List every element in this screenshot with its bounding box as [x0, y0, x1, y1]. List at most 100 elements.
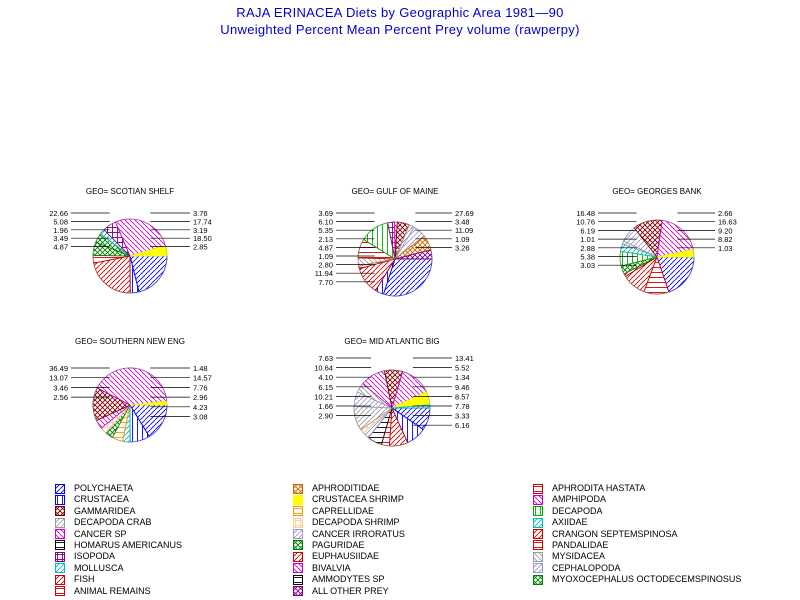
legend-label: EUPHAUSIIDAE: [312, 551, 380, 562]
legend-label: ISOPODA: [74, 551, 116, 562]
slice-label: 6.15: [318, 383, 333, 392]
legend-label: HOMARUS AMERICANUS: [74, 539, 183, 550]
legend-swatch: [55, 586, 65, 597]
slice-label: 4.10: [318, 373, 333, 382]
legend-swatch: [533, 494, 543, 505]
slice-label: 5.35: [318, 226, 333, 235]
legend-swatch: [533, 540, 543, 551]
pie-title: GEO= MID ATLANTIC BIG: [344, 337, 439, 346]
legend-label: CAPRELLIDAE: [312, 505, 375, 516]
slice-label: 16.48: [576, 209, 595, 218]
slice-label: 1.03: [718, 244, 733, 253]
slice-label: 13.41: [455, 354, 474, 363]
slice-label: 1.48: [193, 364, 208, 373]
legend-swatch: [55, 551, 65, 562]
chart-title: RAJA ERINACEA Diets by Geographic Area 1…: [236, 5, 564, 20]
slice-label: 10.21: [314, 392, 333, 401]
legend-label: POLYCHAETA: [74, 483, 134, 493]
slice-label: 2.13: [318, 235, 333, 244]
slice-label: 3.03: [580, 261, 595, 270]
legend-label: PANDALIDAE: [552, 539, 609, 550]
legend-label: DECAPODA CRAB: [74, 517, 152, 528]
slice-label: 3.19: [193, 226, 208, 235]
slice-label: 17.74: [193, 217, 212, 226]
legend-label: AMPHIPODA: [552, 494, 607, 505]
legend-label: GAMMARIDEA: [74, 505, 136, 516]
slice-label: 7.78: [455, 402, 470, 411]
slice-label: 6.16: [455, 421, 470, 430]
pie-title: GEO= GULF OF MAINE: [352, 187, 439, 196]
slice-label: 5.08: [53, 217, 68, 226]
slice-label: 2.96: [193, 393, 208, 402]
slice-label: 3.49: [53, 234, 68, 243]
slice-label: 6.10: [318, 218, 333, 227]
slice-label: 36.49: [49, 364, 68, 373]
legend-swatch: [293, 551, 303, 562]
pie-title: GEO= SCOTIAN SHELF: [86, 187, 174, 196]
legend-swatch: [293, 494, 303, 505]
slice-label: 5.38: [580, 253, 595, 262]
legend-swatch: [293, 529, 303, 540]
legend-swatch: [533, 483, 543, 494]
legend-label: DECAPODA SHRIMP: [312, 517, 400, 528]
pie-title: GEO= SOUTHERN NEW ENG: [75, 337, 185, 346]
slice-label: 1.09: [455, 235, 470, 244]
legend-label: CANCER SP: [74, 528, 127, 539]
slice-label: 1.01: [580, 235, 595, 244]
legend-swatch: [293, 517, 303, 528]
legend-label: CRUSTACEA: [74, 494, 129, 505]
slice-label: 8.82: [718, 235, 733, 244]
slice-label: 1.34: [455, 373, 470, 382]
slice-label: 3.76: [193, 209, 208, 218]
slice-label: 16.63: [718, 218, 737, 227]
legend-label: CANCER IRRORATUS: [312, 528, 405, 539]
legend-swatch: [55, 563, 65, 574]
pie-outline: [357, 221, 433, 297]
legend-label: MOLLUSCA: [74, 562, 124, 573]
slice-label: 7.63: [318, 354, 333, 363]
legend-label: MYSIDACEA: [552, 551, 606, 562]
slice-label: 14.57: [193, 374, 212, 383]
legend-swatch: [533, 563, 543, 574]
legend-swatch: [55, 506, 65, 517]
legend-swatch: [293, 506, 303, 517]
pie-gulf-of-maine: GEO= GULF OF MAINE3.696.105.352.134.871.…: [315, 187, 474, 297]
slice-label: 13.07: [49, 374, 68, 383]
pie-scotian-shelf: GEO= SCOTIAN SHELF 22.665.081.963.494.87 3…: [49, 187, 212, 294]
slice-label: 3.46: [53, 383, 68, 392]
pie-mid-atlantic-big: GEO= MID ATLANTIC BIG 7.6310.644.106.1510…: [314, 337, 474, 447]
legend-swatch: [55, 574, 65, 585]
legend-label: CEPHALOPODA: [552, 562, 621, 573]
slice-label: 2.88: [580, 244, 595, 253]
legend-label: CRANGON SEPTEMSPINOSA: [552, 528, 678, 539]
slice-label: 9.46: [455, 383, 470, 392]
slice-label: 6.19: [580, 226, 595, 235]
legend-swatch: [293, 483, 303, 494]
legend-label: PAGURIDAE: [312, 539, 365, 550]
slice-label: 7.70: [318, 278, 333, 287]
slice-label: 3.48: [455, 218, 470, 227]
legend-swatch: [533, 517, 543, 528]
slice-label: 10.64: [314, 364, 333, 373]
slice-label: 3.08: [193, 413, 208, 422]
legend-label: ANIMAL REMAINS: [74, 585, 151, 596]
legend-swatch: [533, 506, 543, 517]
slice-label: 18.50: [193, 234, 212, 243]
slice-label: 2.66: [718, 209, 733, 218]
legend-label: FISH: [74, 574, 95, 585]
pie-outline: [353, 369, 431, 447]
legend-label: DECAPODA: [552, 505, 603, 516]
legend-label: AXIIDAE: [552, 517, 588, 528]
slice-label: 27.69: [455, 209, 474, 218]
pie-outline: [92, 218, 168, 294]
slice-label: 3.33: [455, 412, 470, 421]
slice-label: 9.20: [718, 226, 733, 235]
legend-swatch: [55, 494, 65, 505]
slice-label: 11.94: [315, 269, 333, 278]
pie-outline: [92, 367, 168, 443]
legend-label: MYOXOCEPHALUS OCTODECEMSPINOSUS: [552, 574, 742, 585]
pie-outline: [619, 219, 695, 295]
legend-swatch: [533, 551, 543, 562]
